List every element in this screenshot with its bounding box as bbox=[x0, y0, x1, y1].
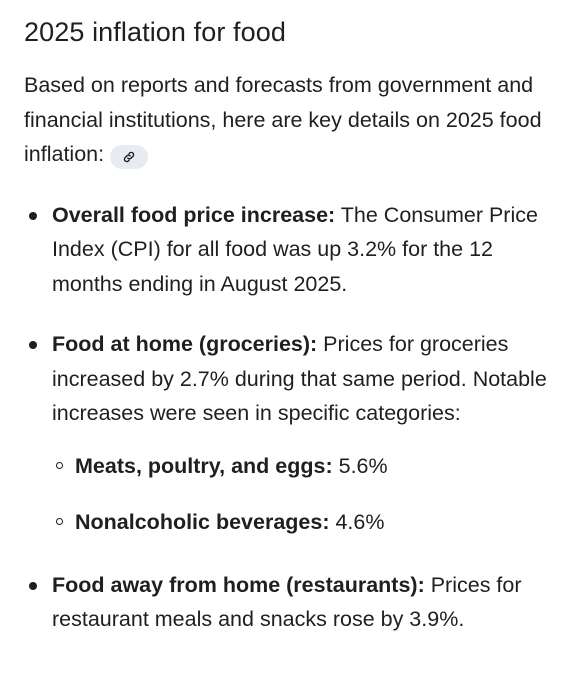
bullet-dot bbox=[29, 341, 37, 349]
sub-item-value: 5.6% bbox=[332, 453, 388, 478]
sub-item-meats: Meats, poultry, and eggs: 5.6% bbox=[52, 449, 561, 484]
sub-item-beverages: Nonalcoholic beverages: 4.6% bbox=[52, 505, 561, 540]
sub-list: Meats, poultry, and eggs: 5.6% Nonalcoho… bbox=[52, 449, 561, 540]
details-list: Overall food price increase: The Consume… bbox=[24, 198, 561, 637]
item-label: Food away from home (restaurants): bbox=[52, 572, 425, 597]
item-text: The Consumer Price Index (CPI) for all f… bbox=[52, 202, 538, 296]
list-item-restaurants: Food away from home (restaurants): Price… bbox=[24, 568, 561, 637]
item-text: Prices for groceries increased by 2.7% d… bbox=[52, 332, 547, 425]
intro-text: Based on reports and forecasts from gove… bbox=[24, 73, 542, 166]
intro-paragraph: Based on reports and forecasts from gove… bbox=[24, 68, 561, 172]
response-title: 2025 inflation for food bbox=[24, 17, 286, 47]
citation-chip[interactable] bbox=[110, 145, 149, 169]
sub-item-value: 4.6% bbox=[329, 510, 385, 534]
sub-item-label: Nonalcoholic beverages: bbox=[75, 510, 330, 534]
bullet-dot bbox=[29, 581, 37, 590]
item-text: Prices for restaurant meals and snacks r… bbox=[52, 572, 522, 632]
item-label: Food at home (groceries): bbox=[52, 332, 318, 356]
bullet-circle bbox=[56, 518, 63, 525]
item-label: Overall food price increase: bbox=[52, 202, 336, 227]
list-item-groceries: Food at home (groceries): Prices for gro… bbox=[24, 327, 561, 540]
list-item-overall: Overall food price increase: The Consume… bbox=[24, 198, 561, 302]
link-icon bbox=[123, 151, 135, 163]
sub-item-label: Meats, poultry, and eggs: bbox=[75, 453, 333, 478]
bullet-circle bbox=[56, 461, 63, 469]
bullet-dot bbox=[29, 211, 37, 220]
